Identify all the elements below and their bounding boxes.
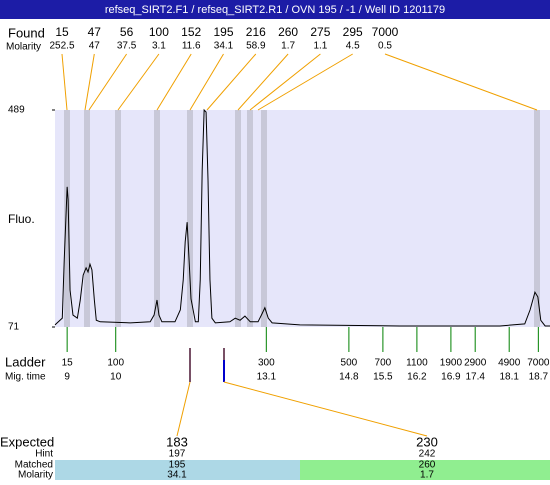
match-cell <box>55 460 300 480</box>
ladder-size: 700 <box>375 358 392 369</box>
ladder-size: 1900 <box>440 358 463 369</box>
found-size: 152 <box>181 25 201 39</box>
peak-band <box>261 110 267 327</box>
found-molarity: 37.5 <box>117 41 137 52</box>
found-size: 15 <box>55 25 69 39</box>
found-size: 295 <box>343 25 363 39</box>
found-link <box>61 53 68 111</box>
y-tick-label: 489 <box>8 105 25 116</box>
expected-size: 230 <box>416 434 438 449</box>
found-size: 7000 <box>372 25 399 39</box>
found-link <box>237 53 289 111</box>
ladder-size: 100 <box>107 358 124 369</box>
title-bar <box>0 0 550 19</box>
peak-band <box>534 110 540 327</box>
found-molarity: 252.5 <box>49 41 74 52</box>
title: refseq_SIRT2.F1 / refseq_SIRT2.R1 / OVN … <box>105 4 445 16</box>
ladder-time: 14.8 <box>339 372 359 383</box>
ladder-time: 18.1 <box>499 372 519 383</box>
hint-label: Hint <box>35 449 53 460</box>
ladder-time: 9 <box>64 372 70 383</box>
found-size: 275 <box>310 25 330 39</box>
peak-band <box>84 110 90 327</box>
expected-link <box>176 381 191 437</box>
peak-band <box>154 110 160 327</box>
matched-size: 260 <box>419 460 436 471</box>
found-molarity: 3.1 <box>152 41 166 52</box>
found-size: 100 <box>149 25 169 39</box>
peak-bands <box>64 110 540 327</box>
found-size: 56 <box>120 25 134 39</box>
ladder-time: 15.5 <box>373 372 393 383</box>
ladder-size: 1100 <box>406 358 428 369</box>
found-molarity: 34.1 <box>214 41 234 52</box>
found-molarity: 1.1 <box>313 41 327 52</box>
peak-band <box>115 110 121 327</box>
expected-label: Expected <box>0 434 54 449</box>
found-molarity: 11.6 <box>182 41 201 52</box>
peak-band <box>187 110 193 327</box>
ladder-time: 10 <box>110 372 122 383</box>
trace <box>54 108 550 327</box>
found-link <box>88 53 128 111</box>
ladder-size: 15 <box>62 358 74 369</box>
found-size: 47 <box>88 25 102 39</box>
found-link <box>384 53 538 111</box>
peak-band <box>247 110 253 327</box>
ladder-size: 500 <box>341 358 358 369</box>
found-label: Found <box>8 25 45 40</box>
found-molarity: 0.5 <box>378 41 392 52</box>
hint-size: 197 <box>169 449 186 460</box>
ladder-label: Ladder <box>5 354 46 369</box>
plot-area <box>55 110 550 327</box>
mig-time-label: Mig. time <box>5 372 46 383</box>
found-link <box>156 53 192 111</box>
ladder-time: 16.2 <box>407 372 427 383</box>
y-tick-label: 71 <box>8 322 20 333</box>
ladder-size: 7000 <box>527 358 550 369</box>
found-link <box>206 53 257 111</box>
matched-molarity: 34.1 <box>167 470 187 480</box>
ladder-size: 4900 <box>498 358 521 369</box>
hint-size: 242 <box>419 449 436 460</box>
found-link <box>117 53 160 111</box>
found-molarity: 4.5 <box>346 41 360 52</box>
found-link <box>257 53 353 111</box>
ladder-time: 13.1 <box>257 372 277 383</box>
expected-size: 183 <box>166 434 188 449</box>
peak-band <box>64 110 70 327</box>
ladder-time: 17.4 <box>465 372 485 383</box>
found-link <box>249 53 321 111</box>
found-size: 195 <box>213 25 233 39</box>
matched-size: 195 <box>169 460 186 471</box>
matched-label: Matched <box>15 460 53 471</box>
found-molarity: 58.9 <box>246 41 266 52</box>
molarity-label: Molarity <box>6 42 41 53</box>
found-size: 260 <box>278 25 298 39</box>
ladder-size: 2900 <box>464 358 487 369</box>
found-molarity: 47 <box>89 41 101 52</box>
ladder-size: 300 <box>258 358 275 369</box>
y-axis-label: Fluo. <box>8 212 35 226</box>
expected-link <box>223 381 428 437</box>
found-link <box>84 53 95 111</box>
found-molarity: 1.7 <box>281 41 295 52</box>
peak-band <box>235 110 241 327</box>
matched-molarity: 1.7 <box>420 470 434 480</box>
match-cell <box>300 460 550 480</box>
found-size: 216 <box>246 25 266 39</box>
molarity-label: Molarity <box>18 470 53 480</box>
ladder-time: 18.7 <box>529 372 549 383</box>
ladder-time: 16.9 <box>441 372 461 383</box>
found-link <box>189 53 224 111</box>
